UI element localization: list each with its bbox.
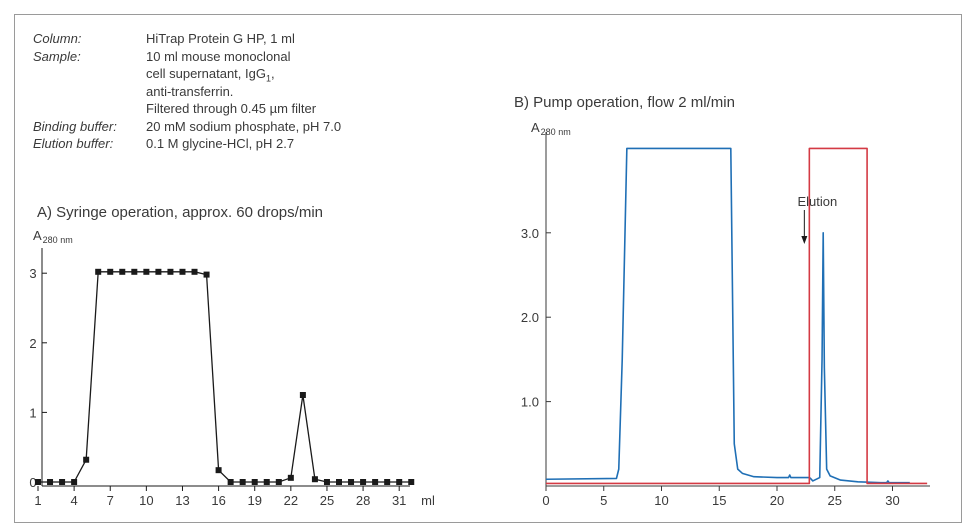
- sample-line-1: 10 ml mouse monoclonal: [146, 48, 291, 64]
- chart-a-x-tick-label: 13: [175, 493, 189, 508]
- chart-a-x-tick-label: 10: [139, 493, 153, 508]
- chart-a-series-line: [38, 271, 412, 483]
- figure-frame: [14, 14, 962, 523]
- chart-a-data-point: [71, 479, 78, 485]
- chart-b-x-tick-label: 5: [600, 493, 607, 508]
- chart-a-data-point: [47, 479, 54, 485]
- chart-a-data-point: [408, 479, 415, 485]
- chart-a-y-tick-label: 2: [29, 336, 36, 351]
- chart-a-data-point: [131, 268, 138, 275]
- chart-a-title: A) Syringe operation, approx. 60 drops/m…: [37, 204, 323, 221]
- chart-a-data-point: [59, 479, 66, 485]
- chart-b-elution-arrow-head: [801, 236, 808, 244]
- sample-line-2: cell supernatant, IgG1,: [146, 65, 275, 88]
- chart-b-x-tick-label: 0: [542, 493, 549, 508]
- chart-a-y-tick-label: 0: [29, 475, 36, 490]
- chart-b-y-tick-label: 2.0: [521, 310, 539, 325]
- chart-a-data-point: [239, 479, 246, 485]
- binding-value: 20 mM sodium phosphate, pH 7.0: [146, 118, 342, 134]
- chart-a-data-point: [360, 479, 367, 485]
- sample-label: Sample:: [33, 48, 81, 64]
- chart-a-x-tick-label: 28: [356, 493, 370, 508]
- chart-a-data-point: [215, 467, 222, 474]
- chart-b-y-label: A280 nm: [531, 120, 571, 137]
- sample-line-2-text: cell supernatant, IgG: [146, 66, 266, 81]
- chart-b-series-absorbance: [545, 147, 910, 484]
- chart-a-y-tick-label: 3: [29, 266, 36, 281]
- chart-b-y-label-subscript: 280 nm: [541, 127, 571, 137]
- chart-a-data-point: [251, 479, 258, 485]
- chart-a-y-tick-label: 1: [29, 405, 36, 420]
- chart-a-data-point: [83, 456, 90, 463]
- chart-b-y-label-letter: A: [531, 120, 540, 135]
- chart-a-y-label-subscript: 280 nm: [43, 235, 73, 245]
- chart-a-data-point: [384, 479, 391, 485]
- chart-b-elution-annotation: Elution: [797, 194, 837, 209]
- elution-value: 0.1 M glycine-HCl, pH 2.7: [146, 136, 295, 151]
- chart-a-data-point: [155, 268, 162, 275]
- chart-a-x-tick-label: 31: [392, 493, 406, 508]
- chart-b-x-tick-label: 25: [828, 493, 842, 508]
- chart-a-x-tick-label: 4: [71, 493, 78, 508]
- chart-a-x-tick-label: 16: [211, 493, 225, 508]
- chart-b-y-tick-label: 3.0: [521, 226, 539, 241]
- sample-line-3: anti-transferrin.: [146, 83, 234, 99]
- chart-a-x-unit: ml: [421, 493, 435, 508]
- chart-a-data-point: [348, 479, 355, 485]
- chart-a-data-point: [35, 479, 41, 485]
- column-value: HiTrap Protein G HP, 1 ml: [146, 31, 295, 46]
- chart-a-data-point: [191, 268, 198, 275]
- elution-label: Elution buffer:: [33, 136, 114, 151]
- chart-a-data-point: [179, 268, 186, 275]
- chart-a-data-point: [372, 479, 379, 485]
- chart-a-x-tick-label: 25: [320, 493, 334, 508]
- chart-b-series-elution-step: [546, 147, 928, 485]
- chart-a-data-point: [227, 479, 234, 485]
- chart-a-y-label: A280 nm: [33, 228, 73, 245]
- chart-a-data-point: [275, 479, 282, 485]
- chart-a-data-point: [311, 476, 318, 483]
- chart-b-x-tick-label: 10: [654, 493, 668, 508]
- chart-a-data-point: [396, 479, 403, 485]
- chart-b-title: B) Pump operation, flow 2 ml/min: [514, 94, 735, 111]
- chart-b-x-tick-label: 20: [770, 493, 784, 508]
- chart-a-data-point: [287, 474, 294, 481]
- chart-b-x-tick-label: 15: [712, 493, 726, 508]
- chart-a-y-label-letter: A: [33, 228, 42, 243]
- sample-line-2-comma: ,: [270, 66, 275, 81]
- chart-b-y-tick-label: 1.0: [521, 395, 539, 410]
- binding-label: Binding buffer:: [33, 118, 117, 134]
- chart-a-data-point: [263, 479, 270, 485]
- chart-a-data-point: [143, 268, 150, 275]
- chart-a-data-point: [167, 268, 174, 275]
- chart-a-x-tick-label: 22: [284, 493, 298, 508]
- chart-a-data-point: [119, 268, 126, 275]
- chart-a-x-tick-label: 7: [107, 493, 114, 508]
- chart-b-x-tick-label: 30: [885, 493, 899, 508]
- chart-a-data-point: [299, 392, 306, 398]
- chart-a-data-point: [95, 268, 102, 275]
- chart-a-data-point: [336, 479, 342, 485]
- chart-a-x-tick-label: 1: [34, 493, 41, 508]
- chart-a-data-point: [107, 268, 114, 275]
- chart-a-data-point: [323, 479, 330, 485]
- column-label: Column:: [33, 31, 82, 46]
- sample-line-4: Filtered through 0.45 µm filter: [146, 101, 317, 116]
- chart-a-x-tick-label: 19: [247, 493, 261, 508]
- chart-a-data-point: [203, 271, 210, 278]
- igg-subscript: 1: [265, 73, 271, 84]
